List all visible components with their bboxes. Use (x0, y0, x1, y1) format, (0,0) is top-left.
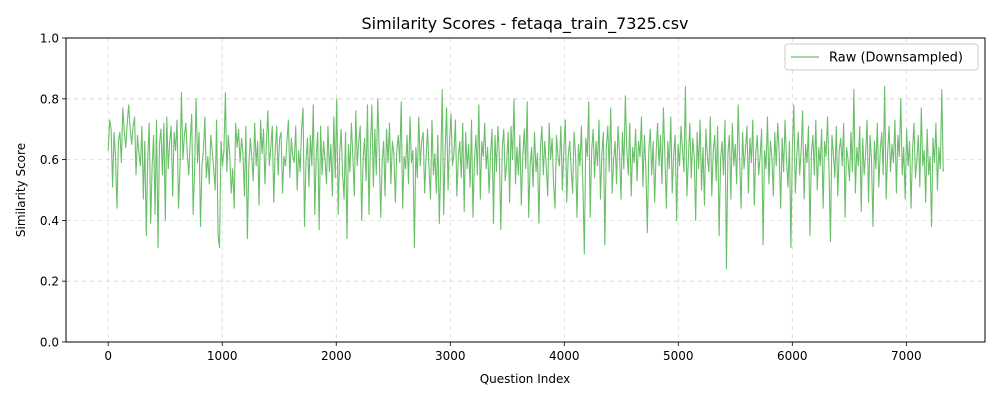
x-axis-label: Question Index (480, 372, 571, 386)
x-tick-label: 4000 (549, 349, 580, 363)
x-tick-label: 5000 (663, 349, 694, 363)
y-tick-label: 0.4 (40, 214, 59, 228)
x-tick-label: 3000 (435, 349, 466, 363)
x-tick-label: 6000 (777, 349, 808, 363)
y-axis-label: Similarity Score (14, 143, 28, 237)
x-tick-label: 7000 (891, 349, 922, 363)
legend: Raw (Downsampled) (784, 43, 979, 71)
y-tick-label: 0.8 (40, 92, 59, 106)
x-tick-label: 2000 (321, 349, 352, 363)
axes-frame (65, 37, 986, 343)
x-tick-label: 0 (104, 349, 112, 363)
x-axis-ticks: 0 1000 2000 3000 4000 5000 6000 7000 (104, 342, 922, 363)
axes-border (65, 37, 986, 343)
plot-area (107, 86, 944, 270)
legend-label: Raw (Downsampled) (829, 51, 963, 66)
y-tick-label: 0.0 (40, 336, 59, 350)
y-axis-ticks: 0.0 0.2 0.4 0.6 0.8 1.0 (40, 32, 66, 350)
chart-title: Similarity Scores - fetaqa_train_7325.cs… (362, 14, 689, 34)
y-tick-label: 1.0 (40, 32, 59, 46)
x-tick-label: 1000 (207, 349, 238, 363)
y-tick-label: 0.6 (40, 153, 59, 167)
y-tick-label: 0.2 (40, 275, 59, 289)
legend-box (784, 43, 979, 71)
series-line-raw-downsampled (107, 86, 944, 270)
